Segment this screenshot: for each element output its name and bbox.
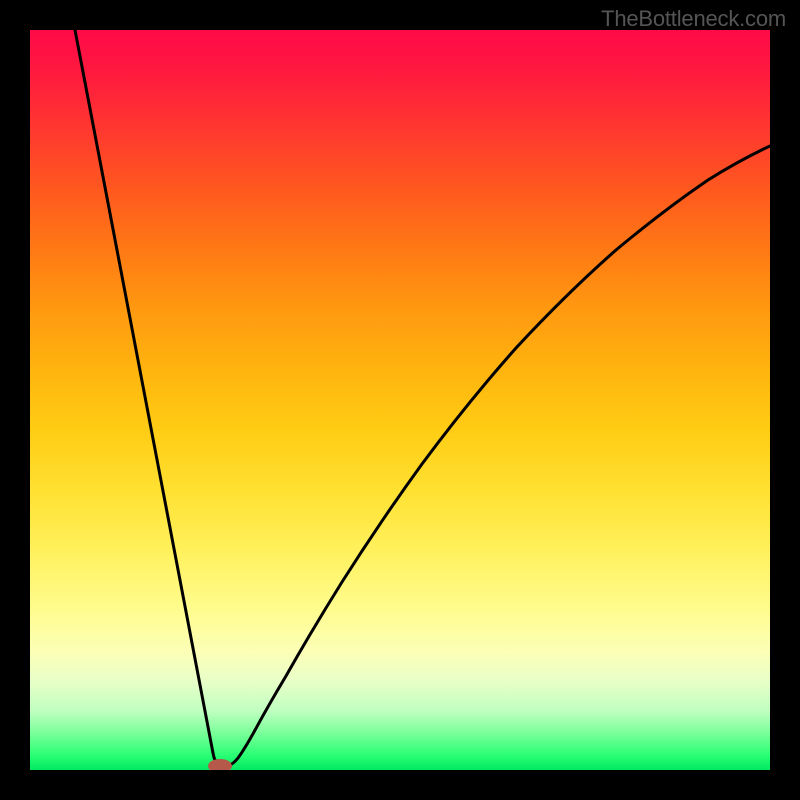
- curve-layer: [30, 30, 770, 770]
- bottleneck-marker: [208, 759, 232, 770]
- chart-frame: TheBottleneck.com: [0, 0, 800, 800]
- plot-area: [30, 30, 770, 770]
- bottleneck-curve: [75, 30, 770, 766]
- watermark-text: TheBottleneck.com: [601, 6, 786, 32]
